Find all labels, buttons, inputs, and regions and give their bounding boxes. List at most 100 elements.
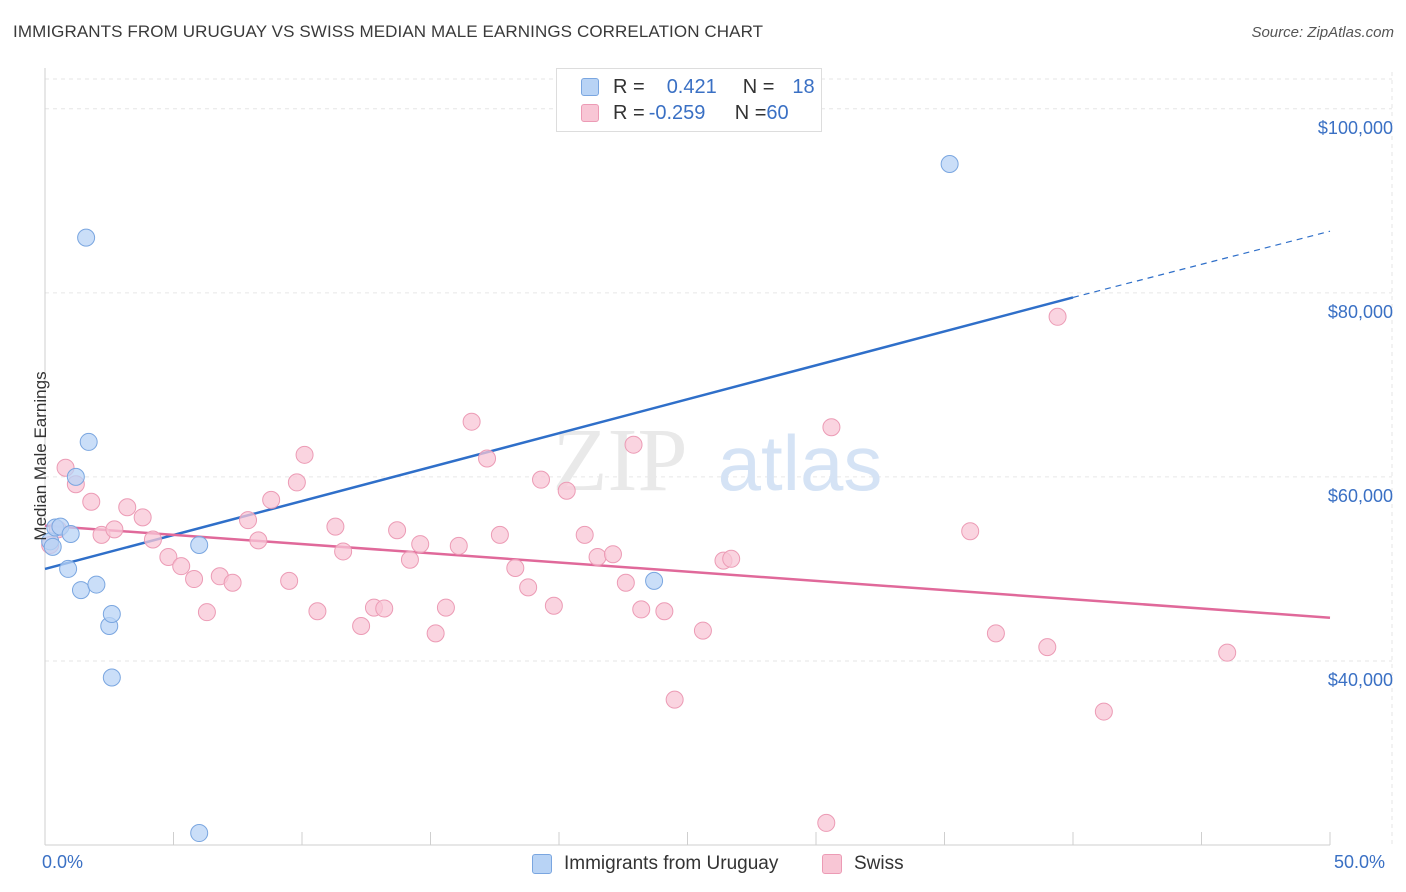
- swiss-point: [624, 435, 643, 454]
- series-name-swiss: Swiss: [854, 853, 904, 874]
- swiss-point: [223, 573, 242, 592]
- swiss-point: [961, 522, 980, 541]
- uruguay-point: [61, 524, 80, 543]
- swiss-point: [532, 470, 551, 489]
- uruguay-point: [71, 581, 90, 600]
- bottom-legend-swiss: Swiss: [822, 852, 904, 876]
- swiss-point: [388, 521, 407, 540]
- swiss-point: [295, 445, 314, 464]
- swiss-point: [1094, 702, 1113, 721]
- swiss-point: [655, 602, 674, 621]
- legend-n-value: 60: [766, 101, 789, 124]
- uruguay-swatch: [581, 78, 599, 96]
- swiss-point: [817, 813, 836, 832]
- tick-labels: $40,000 $60,000 $80,000 $100,000: [1318, 118, 1393, 690]
- correlation-legend: R = 0.421 N = 18 R = -0.259 N = 60: [556, 68, 822, 132]
- uruguay-point: [190, 536, 209, 555]
- uruguay-point: [940, 155, 959, 174]
- swiss-point: [506, 559, 525, 578]
- uruguay-point: [645, 571, 664, 590]
- grid-lines: [45, 72, 1393, 845]
- swiss-point: [616, 573, 635, 592]
- swiss-point: [159, 547, 178, 566]
- chart-title: IMMIGRANTS FROM URUGUAY VS SWISS MEDIAN …: [13, 22, 764, 41]
- uruguay-point: [102, 668, 121, 687]
- swiss-point: [82, 492, 101, 511]
- legend-r-label: R =: [613, 101, 645, 124]
- swiss-point: [172, 557, 191, 576]
- swiss-point: [400, 550, 419, 569]
- series-uruguay: [41, 155, 959, 843]
- swiss-point: [822, 418, 841, 437]
- swiss-point: [411, 535, 430, 554]
- swiss-point: [603, 545, 622, 564]
- swiss-point: [588, 547, 607, 566]
- y-tick-label: $100,000: [1318, 118, 1393, 138]
- swiss-point: [544, 596, 563, 615]
- swiss-point: [308, 602, 327, 621]
- swiss-point: [478, 449, 497, 468]
- x-tick-max: 50.0%: [1334, 852, 1386, 872]
- y-axis-label: Median Male Earnings: [31, 371, 50, 541]
- bottom-legend-uruguay: Immigrants from Uruguay: [532, 852, 778, 876]
- axes: [44, 68, 1331, 846]
- swiss-point: [462, 412, 481, 431]
- swiss-point: [185, 570, 204, 589]
- watermark-atlas: atlas: [718, 419, 883, 507]
- legend-row-uruguay: R = 0.421 N = 18: [581, 75, 815, 99]
- trend-line-uruguay: [44, 296, 1074, 571]
- swiss-point: [375, 599, 394, 618]
- swiss-point: [575, 525, 594, 544]
- swiss-point: [436, 598, 455, 617]
- swiss-point: [1218, 643, 1237, 662]
- swiss-point: [143, 530, 162, 549]
- swiss-point: [1048, 307, 1067, 326]
- x-tick-min: 0.0%: [42, 852, 84, 872]
- uruguay-point: [59, 559, 78, 578]
- uruguay-point: [87, 575, 106, 594]
- y-tick-label: $60,000: [1328, 486, 1393, 506]
- swiss-swatch: [822, 854, 842, 874]
- swiss-point: [105, 520, 124, 539]
- uruguay-point: [102, 605, 121, 624]
- y-tick-label: $40,000: [1328, 670, 1393, 690]
- swiss-point: [326, 517, 345, 536]
- swiss-point: [352, 616, 371, 635]
- series-name-uruguay: Immigrants from Uruguay: [564, 853, 779, 874]
- swiss-point: [118, 498, 137, 517]
- trend-lines: [44, 230, 1331, 619]
- swiss-point: [133, 508, 152, 527]
- swiss-swatch: [581, 104, 599, 122]
- swiss-point: [722, 549, 741, 568]
- uruguay-point: [190, 824, 209, 843]
- legend-n-value: 18: [792, 75, 815, 98]
- series-swiss: [41, 307, 1237, 832]
- legend-r-value: 0.421: [666, 75, 717, 98]
- trend-line-uruguay-extension: [1072, 230, 1331, 299]
- legend-r-label: R =: [613, 75, 645, 98]
- swiss-point: [665, 690, 684, 709]
- trend-line-swiss: [44, 524, 1331, 619]
- legend-n-label: N =: [742, 75, 775, 98]
- swiss-point: [426, 624, 445, 643]
- legend-n-label: N =: [734, 101, 767, 124]
- swiss-point: [287, 473, 306, 492]
- swiss-point: [557, 481, 576, 500]
- swiss-point: [334, 542, 353, 561]
- swiss-point: [262, 490, 281, 509]
- uruguay-point: [77, 228, 96, 247]
- swiss-point: [249, 531, 268, 550]
- y-tick-label: $80,000: [1328, 302, 1393, 322]
- swiss-point: [1038, 638, 1057, 657]
- swiss-point: [632, 600, 651, 619]
- legend-r-value: -0.259: [648, 101, 706, 124]
- swiss-point: [280, 571, 299, 590]
- source-label: Source: ZipAtlas.com: [1251, 24, 1394, 41]
- legend-row-swiss: R = -0.259 N = 60: [581, 101, 789, 125]
- uruguay-point: [79, 432, 98, 451]
- swiss-point: [449, 536, 468, 555]
- uruguay-swatch: [532, 854, 552, 874]
- swiss-point: [519, 578, 538, 597]
- uruguay-point: [66, 467, 85, 486]
